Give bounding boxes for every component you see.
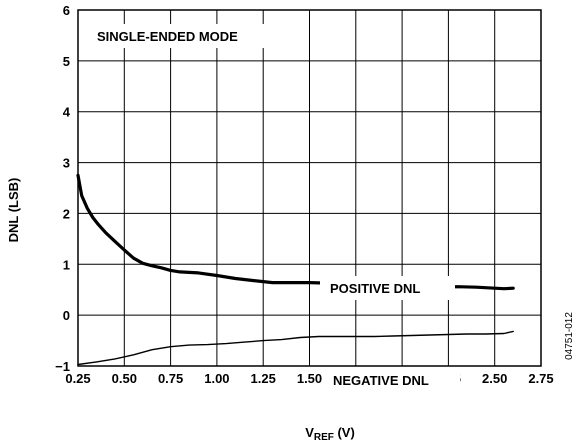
x-axis-ticks: 0.250.500.751.001.251.501.752.002.252.50…: [65, 371, 553, 386]
grid: [77, 9, 542, 367]
x-tick-label: 0.50: [112, 371, 137, 386]
x-tick-label: 0.25: [65, 371, 90, 386]
y-tick-label: 6: [63, 3, 70, 18]
x-axis-title-subscript: REF: [314, 432, 334, 443]
y-axis-title: DNL (LSB): [6, 178, 21, 243]
x-tick-label: 1.25: [251, 371, 276, 386]
x-axis-title-main: V: [305, 425, 314, 440]
negative-dnl-label: NEGATIVE DNL: [333, 373, 429, 388]
x-tick-label: 2.75: [528, 371, 553, 386]
x-tick-label: 0.75: [158, 371, 183, 386]
x-tick-label: 2.50: [482, 371, 507, 386]
y-tick-label: 0: [63, 308, 70, 323]
y-tick-label: −1: [55, 359, 70, 374]
x-tick-label: 1.50: [297, 371, 322, 386]
x-tick-label: 1.00: [204, 371, 229, 386]
x-axis-title: VREF (V): [305, 425, 355, 443]
y-tick-label: 2: [63, 206, 70, 221]
y-tick-label: 3: [63, 156, 70, 171]
y-tick-label: 5: [63, 54, 70, 69]
plot-frame: [77, 9, 542, 367]
negative-label-background: [325, 368, 460, 392]
figure-id: 04751-012: [564, 312, 575, 360]
negative-dnl-line: [77, 330, 514, 366]
positive-dnl-label: POSITIVE DNL: [330, 281, 420, 296]
positive-label-background: [320, 276, 455, 300]
mode-annotation: SINGLE-ENDED MODE: [97, 29, 238, 44]
y-axis-ticks: −1 0 1 2 3 4 5 6: [55, 3, 71, 374]
x-axis-title-unit: (V): [334, 425, 355, 440]
annotation-background: [88, 24, 284, 48]
y-tick-label: 1: [63, 257, 70, 272]
y-tick-label: 4: [63, 105, 71, 120]
